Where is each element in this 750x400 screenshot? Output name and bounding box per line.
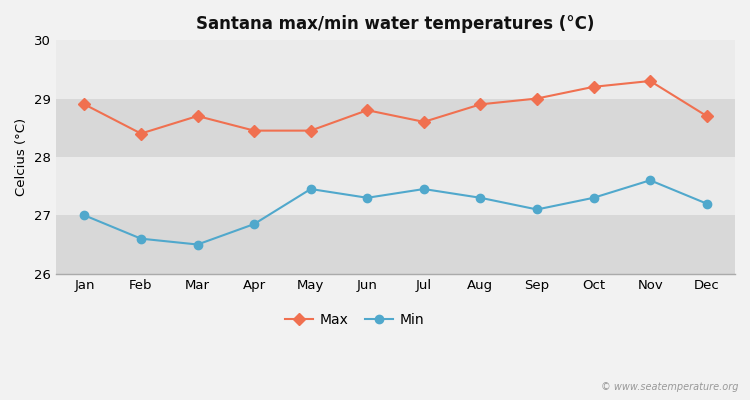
Bar bbox=[56, 215, 735, 274]
Title: Santana max/min water temperatures (°C): Santana max/min water temperatures (°C) bbox=[196, 15, 595, 33]
Bar bbox=[56, 157, 735, 215]
Bar bbox=[56, 98, 735, 157]
Y-axis label: Celcius (°C): Celcius (°C) bbox=[15, 118, 28, 196]
Text: © www.seatemperature.org: © www.seatemperature.org bbox=[602, 382, 739, 392]
Bar bbox=[56, 40, 735, 98]
Legend: Max, Min: Max, Min bbox=[280, 307, 430, 332]
